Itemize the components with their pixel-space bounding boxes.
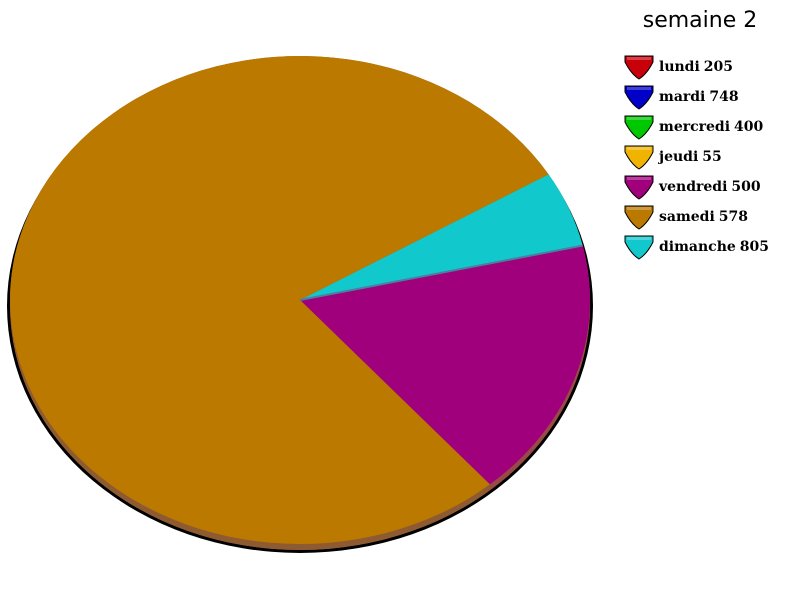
legend-series-name: mardi [659, 89, 706, 105]
legend-swatch-mercredi [624, 115, 654, 140]
legend-item-lundi: lundi 205 [623, 52, 798, 82]
legend-series-name: dimanche [659, 239, 736, 255]
legend-swatch-jeudi [624, 145, 654, 170]
legend-label: samedi 578 [659, 209, 748, 225]
legend-series-name: jeudi [659, 149, 699, 165]
legend-swatch-mardi [624, 85, 654, 110]
pie-slice-samedi [9, 56, 549, 545]
pie-slice-dimanche [300, 174, 583, 300]
pie-rim-vendredi [489, 245, 590, 491]
legend-series-value: 400 [734, 119, 764, 135]
legend-item-dimanche: dimanche 805 [623, 232, 798, 262]
legend-series-name: lundi [659, 59, 700, 75]
legend-series-name: vendredi [659, 179, 728, 195]
legend-swatch-samedi [624, 205, 654, 230]
legend-series-value: 578 [718, 209, 749, 225]
legend-label: mercredi 400 [659, 119, 763, 135]
legend-label: dimanche 805 [659, 239, 769, 255]
legend-label: jeudi 55 [659, 149, 722, 165]
pie-slices [9, 56, 590, 545]
legend-series-value: 500 [731, 179, 761, 195]
legend-label: mardi 748 [659, 89, 739, 105]
legend-swatch-vendredi [624, 175, 654, 200]
legend-item-jeudi: jeudi 55 [623, 142, 798, 172]
legend-swatch-dimanche [624, 235, 654, 260]
legend-label: lundi 205 [659, 59, 733, 75]
pie-separator [299, 244, 583, 301]
legend-label: vendredi 500 [659, 179, 761, 195]
legend-series-name: mercredi [659, 119, 731, 135]
pie-slice-vendredi [300, 245, 590, 485]
legend: lundi 205 mardi 748 mercredi 400 jeudi 55 vendre… [623, 52, 798, 262]
legend-series-name: samedi [659, 209, 715, 225]
legend-item-mercredi: mercredi 400 [623, 112, 798, 142]
legend-series-value: 55 [702, 149, 722, 165]
legend-series-value: 805 [739, 239, 770, 255]
legend-swatch-lundi [624, 55, 654, 80]
legend-item-vendredi: vendredi 500 [623, 172, 798, 202]
chart-title: semaine 2 [642, 8, 758, 33]
legend-series-value: 748 [709, 89, 739, 105]
legend-series-value: 205 [703, 59, 734, 75]
legend-item-samedi: samedi 578 [623, 202, 798, 232]
legend-item-mardi: mardi 748 [623, 82, 798, 112]
